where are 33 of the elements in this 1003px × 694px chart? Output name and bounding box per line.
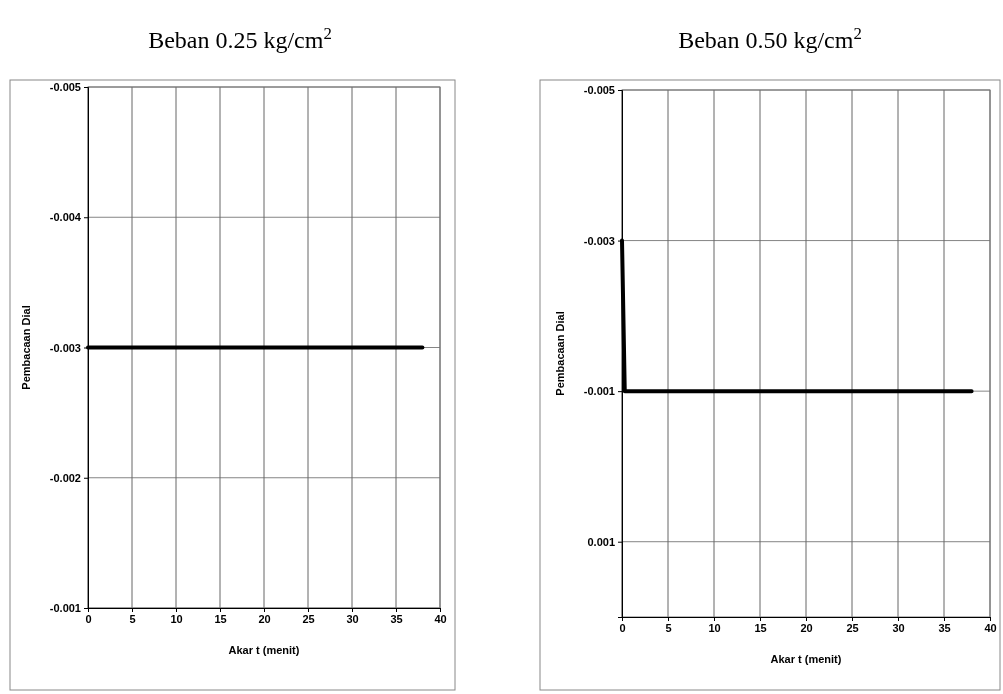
x-tick-label: 0 <box>619 621 626 634</box>
x-axis-title: Akar t (menit) <box>770 653 842 665</box>
chart-title: Beban 0.50 kg/cm$^{2}$ <box>678 23 862 53</box>
x-tick-label: 35 <box>938 621 951 634</box>
x-tick-label: 40 <box>434 612 447 625</box>
x-tick-label: 20 <box>258 612 271 625</box>
x-tick-label: 5 <box>129 612 136 625</box>
x-tick-label: 5 <box>665 621 672 634</box>
x-axis-title: Akar t (menit) <box>228 644 300 656</box>
x-tick-label: 15 <box>214 612 227 625</box>
x-tick-label: 25 <box>846 621 859 634</box>
x-tick-label: 10 <box>708 621 721 634</box>
x-tick-label: 40 <box>984 621 997 634</box>
y-tick-label: -0.005 <box>49 81 81 94</box>
y-tick-label: -0.001 <box>49 602 81 615</box>
y-axis-title: Pembacaan Dial <box>20 305 32 390</box>
y-tick-label: -0.004 <box>49 211 82 224</box>
x-tick-label: 30 <box>892 621 905 634</box>
x-tick-label: 15 <box>754 621 767 634</box>
y-tick-label: -0.001 <box>583 385 615 398</box>
y-tick-label: -0.003 <box>49 341 81 354</box>
x-tick-label: 10 <box>170 612 183 625</box>
x-tick-label: 30 <box>346 612 359 625</box>
y-tick-label: -0.002 <box>49 471 81 484</box>
x-tick-label: 35 <box>390 612 403 625</box>
x-tick-label: 20 <box>800 621 813 634</box>
x-tick-label: 0 <box>85 612 92 625</box>
y-axis-title: Pembacaan Dial <box>554 311 566 396</box>
y-tick-label: -0.005 <box>583 84 615 97</box>
y-tick-label: -0.003 <box>583 234 615 247</box>
x-tick-label: 25 <box>302 612 315 625</box>
y-tick-label: 0.001 <box>587 535 615 548</box>
chart-title: Beban 0.25 kg/cm$^{2}$ <box>148 23 332 53</box>
